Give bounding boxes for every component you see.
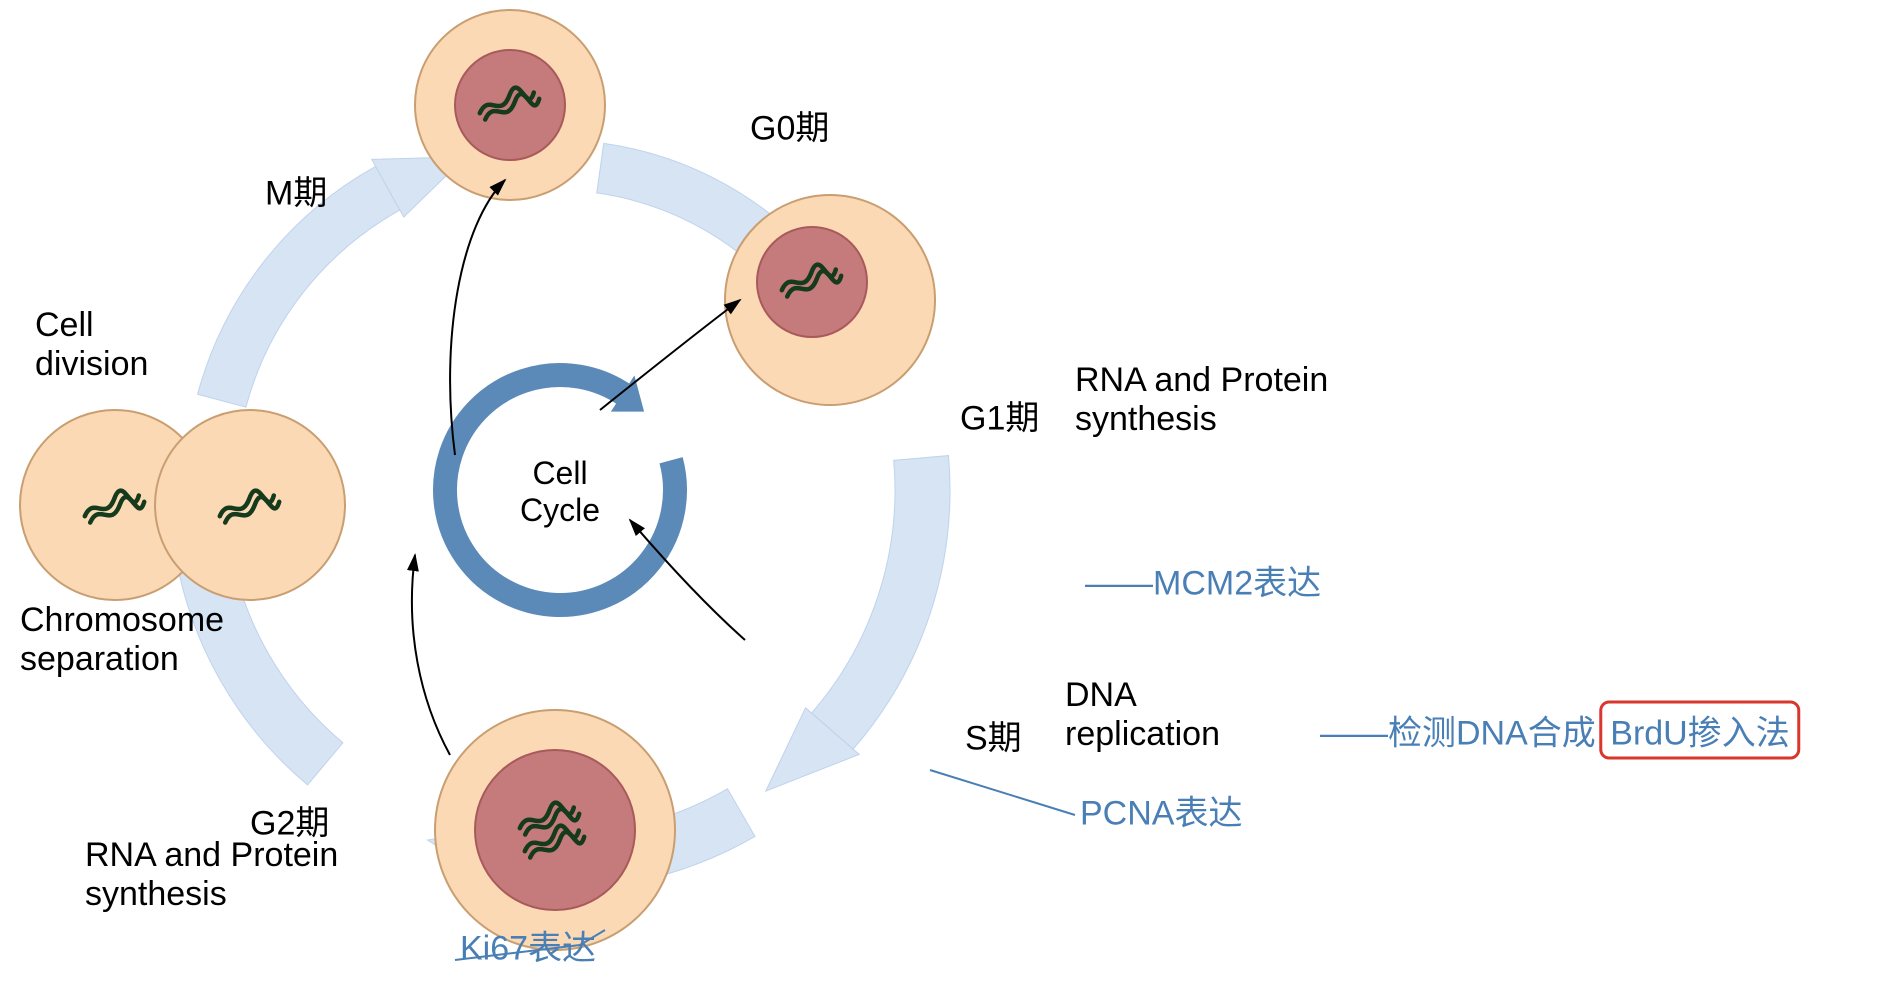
phase-label-g1: G1期 — [960, 391, 1039, 440]
desc-rna-protein-g1: RNA and Protein synthesis — [1075, 361, 1328, 439]
g1-arc — [812, 456, 950, 750]
phase-label-m: M期 — [265, 166, 327, 215]
cells-group — [20, 10, 935, 950]
cell-dividing — [20, 410, 345, 600]
blue-label-dna-det: ——检测DNA合成 — [1320, 706, 1596, 755]
desc-cell-division: Cell division — [35, 306, 148, 384]
center-to-g1 — [600, 300, 740, 410]
diagram-stage: Cell Cycle M期 G0期 G1期 S期 G2期 Cell divisi… — [0, 0, 1896, 984]
s-to-pcna — [930, 770, 1075, 815]
boxed-brdu-label: BrdU掺入法 — [1599, 701, 1800, 760]
nucleus — [757, 227, 867, 337]
blue-label-pcna: PCNA表达 — [1080, 786, 1242, 835]
desc-dna-replication: DNA replication — [1065, 676, 1220, 754]
desc-chromosome-sep: Chromosome separation — [20, 601, 224, 679]
phase-label-s: S期 — [965, 711, 1022, 760]
cell-top — [415, 10, 605, 200]
desc-rna-protein-g2: RNA and Protein synthesis — [85, 836, 338, 914]
center-cycle-label: Cell Cycle — [520, 455, 600, 529]
g2-to-center — [412, 555, 450, 755]
blue-label-mcm2: ——MCM2表达 — [1085, 556, 1321, 605]
cell-g2 — [435, 710, 675, 950]
phase-label-g0: G0期 — [750, 101, 829, 150]
cell-g1 — [725, 195, 935, 405]
blue-label-ki67: Ki67表达 — [460, 921, 596, 970]
nucleus — [455, 50, 565, 160]
